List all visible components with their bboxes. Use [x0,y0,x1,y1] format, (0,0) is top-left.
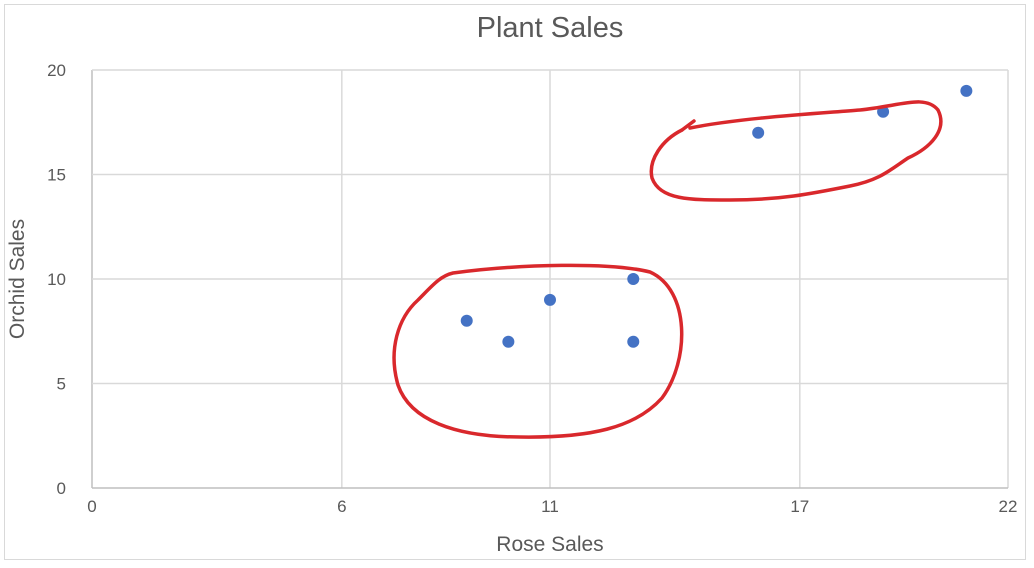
horizontal-gridlines [92,69,1008,489]
y-tick-label: 20 [47,61,66,80]
x-tick-label: 0 [87,497,96,516]
data-point [960,84,973,97]
chart-frame [4,4,1026,560]
x-tick-label: 17 [790,497,809,516]
data-point [460,314,473,327]
data-point [502,335,515,348]
x-tick-label: 6 [337,497,346,516]
data-point [627,335,640,348]
x-axis-title: Rose Sales [496,533,603,556]
y-tick-label: 10 [47,270,66,289]
data-point [752,126,765,139]
x-tick-label: 22 [999,497,1018,516]
chart-title: Plant Sales [477,12,624,44]
data-point [627,273,640,285]
annotation-loop-upper-tick [680,119,696,132]
annotation-loop-lower-cluster [392,263,684,439]
y-tick-label: 5 [57,375,66,394]
y-tick-label: 0 [57,479,66,498]
annotation-loop-upper-cluster [649,100,943,202]
y-tick-labels: 0 5 10 15 20 [47,61,66,498]
data-point [544,293,556,306]
x-tick-labels: 0 6 11 17 22 [87,497,1017,516]
x-tick-label: 11 [541,497,559,516]
y-axis-title: Orchid Sales [6,219,29,339]
y-tick-label: 15 [47,166,66,185]
